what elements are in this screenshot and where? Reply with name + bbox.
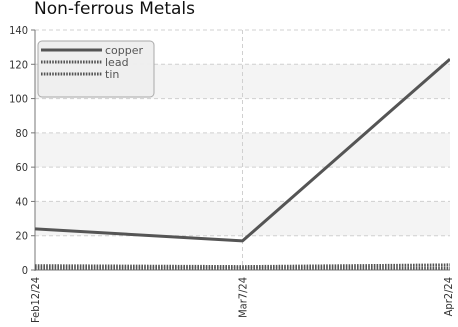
x-tick-label: Apr2/24 xyxy=(442,277,455,316)
y-tick-label: 0 xyxy=(22,264,28,277)
series-line-copper xyxy=(35,57,450,243)
grid-lines xyxy=(35,29,450,270)
y-tick-label: 20 xyxy=(15,230,28,243)
legend-label-lead: lead xyxy=(105,56,129,69)
series-line-lead xyxy=(35,263,450,269)
y-tick-label: 80 xyxy=(15,127,28,140)
chart-title: Non-ferrous Metals xyxy=(34,0,195,19)
legend-label-tin: tin xyxy=(105,68,119,81)
y-tick-label: 40 xyxy=(15,195,28,208)
legend-label-copper: copper xyxy=(105,44,144,57)
x-tick-label: Mar7/24 xyxy=(237,277,250,318)
x-tick-label: Feb12/24 xyxy=(29,277,42,323)
axes xyxy=(31,29,450,271)
series-group xyxy=(35,57,450,270)
y-tick-label: 60 xyxy=(15,161,28,174)
y-tick-label: 140 xyxy=(9,24,28,37)
tick-labels: 0 20 40 60 80 100 120 140 Feb12/24 Mar7/24 Apr2/24 xyxy=(9,24,455,323)
y-tick-label: 100 xyxy=(9,93,28,106)
y-tick-label: 120 xyxy=(9,58,28,71)
legend-box xyxy=(37,40,155,98)
